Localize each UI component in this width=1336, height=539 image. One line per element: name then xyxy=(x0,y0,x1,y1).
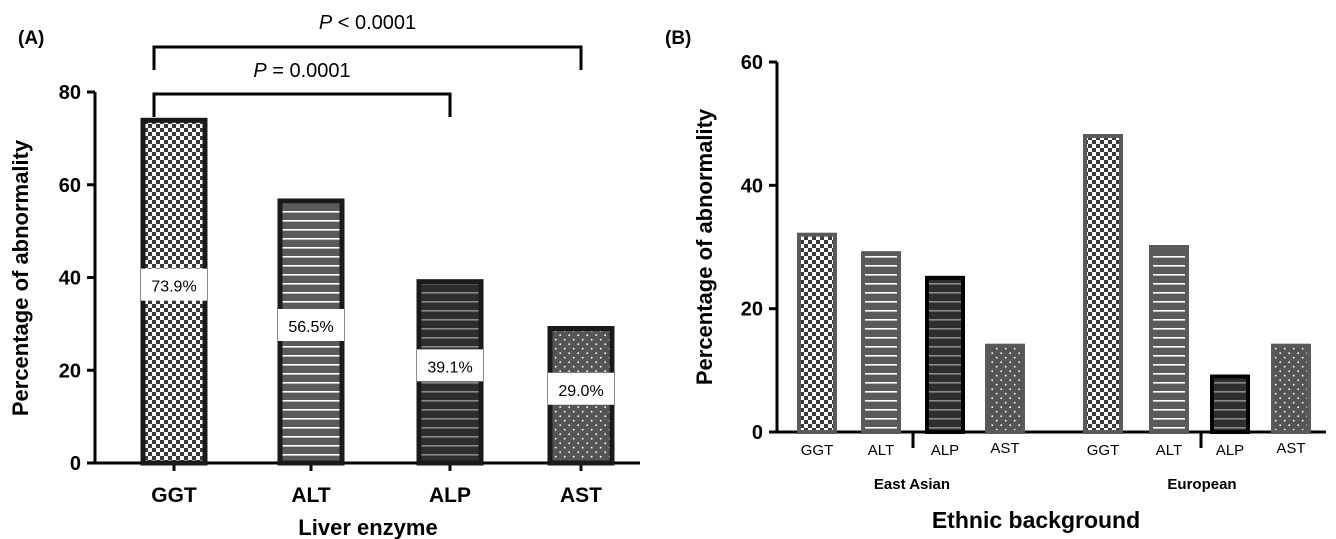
panel-a-data-label: 73.9% xyxy=(151,279,196,296)
panel-a-y-tick-label: 80 xyxy=(59,82,81,104)
panel-b-bar-east-asian-alt xyxy=(861,251,901,434)
panel-a-label: (A) xyxy=(18,28,44,49)
panel-b-bar-european-alt xyxy=(1149,245,1189,434)
panel-b-x-tick-label: ALP xyxy=(1216,442,1244,459)
panel-b-bar-east-asian-ast xyxy=(985,343,1025,434)
panel-b-x-tick-label: GGT xyxy=(801,442,834,459)
panel-a-x-tick-label: ALT xyxy=(291,484,330,507)
panel-a-x-tick-label: ALP xyxy=(429,484,471,507)
panel-b-group-label: East Asian xyxy=(874,476,950,493)
panel-b-x-tick-label: ALP xyxy=(931,442,959,459)
panel-b-group-label: European xyxy=(1167,476,1236,493)
panel-b-bar-east-asian-alp xyxy=(925,275,965,435)
panel-b-bar-east-asian-ggt xyxy=(797,232,837,434)
panel-a-ylabel: Percentage of abnormality xyxy=(8,139,33,416)
panel-b-y-tick-label: 40 xyxy=(741,175,763,197)
panel-b-x-tick-label: ALT xyxy=(868,442,894,459)
panel-a-data-label-box xyxy=(278,308,344,341)
panel-a-data-label-box xyxy=(417,349,483,382)
panel-b-y-tick-label: 60 xyxy=(741,52,763,74)
panel-a-data-label: 56.5% xyxy=(288,319,333,336)
panel-a-p-value: P < 0.0001 xyxy=(319,12,416,34)
panel-b-x-tick-label: AST xyxy=(1276,440,1305,457)
panel-b-bar-european-ast xyxy=(1271,343,1311,434)
panel-b-y-tick-label: 20 xyxy=(741,299,763,321)
panel-a-data-label: 29.0% xyxy=(558,383,603,400)
panel-a-xlabel: Liver enzyme xyxy=(298,515,437,539)
panel-b-ylabel: Percentage of abnormality xyxy=(692,108,717,385)
panel-b-y-tick-label: 0 xyxy=(752,422,763,444)
panel-b-bar-european-alp xyxy=(1210,374,1250,434)
panel-a-data-label: 39.1% xyxy=(427,359,472,376)
panel-b-x-tick-label: GGT xyxy=(1087,442,1120,459)
panel-a-data-label-box xyxy=(548,372,614,405)
panel-a-data-label-box xyxy=(141,268,207,301)
panel-b-x-tick-label: AST xyxy=(990,440,1019,457)
panel-a-chart: 0 20 40 60 80 GGT 73.9% ALT 56.5% ALP 39.1% AST 29.0… xyxy=(59,12,640,507)
panel-b-bar-european-ggt xyxy=(1083,134,1123,434)
panel-a-x-tick-label: AST xyxy=(560,484,602,507)
panel-a-significance-bracket xyxy=(152,45,583,70)
panel-b-x-tick-label: ALT xyxy=(1156,442,1182,459)
panel-a-y-tick-label: 0 xyxy=(70,453,81,475)
panel-a-y-tick-label: 60 xyxy=(59,175,81,197)
panel-a-significance-bracket xyxy=(152,92,452,117)
panel-a-p-value: P = 0.0001 xyxy=(253,60,350,82)
panel-a-x-tick-label: GGT xyxy=(151,484,197,507)
panel-b-chart: 0 20 40 60 East Asian GGT ALT ALP AST European GGT… xyxy=(741,52,1326,493)
panel-a-y-tick-label: 20 xyxy=(59,360,81,382)
panel-a-y-tick-label: 40 xyxy=(59,268,81,290)
panel-b-label: (B) xyxy=(665,28,691,49)
panel-b-xlabel: Ethnic background xyxy=(932,507,1140,533)
